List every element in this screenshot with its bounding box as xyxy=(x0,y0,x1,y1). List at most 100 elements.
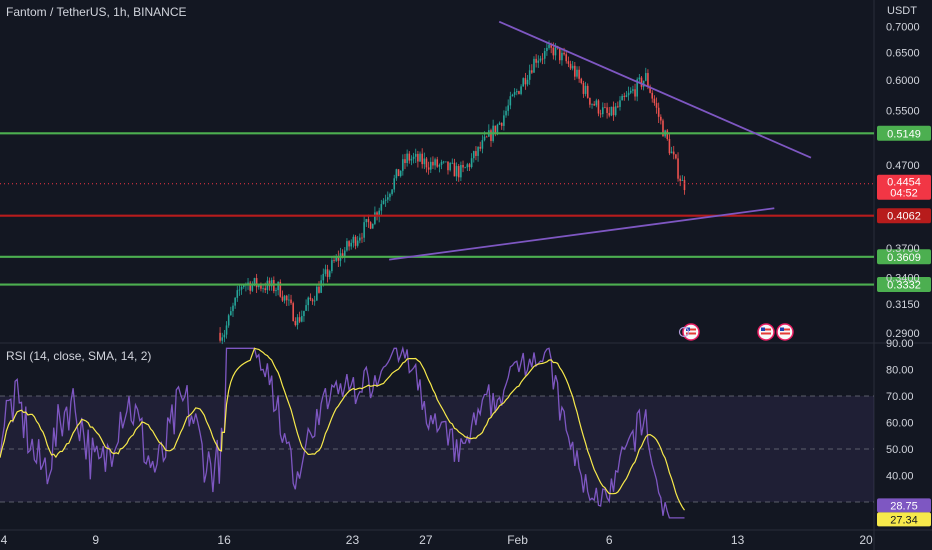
candle-body xyxy=(599,113,602,115)
candle-body xyxy=(543,51,546,59)
rsi-sma-value: 27.34 xyxy=(890,514,918,526)
event-flag-circle xyxy=(757,323,775,341)
candle-body xyxy=(393,178,396,190)
candle-body xyxy=(522,78,525,87)
level-label-1: 0.4062 xyxy=(887,211,921,223)
candle-body xyxy=(395,169,398,179)
candle-body xyxy=(236,290,239,298)
candle-body xyxy=(552,47,555,56)
candle-body xyxy=(288,299,290,301)
candle-body xyxy=(647,73,649,87)
candle-body xyxy=(498,122,501,125)
candle-body xyxy=(632,89,634,91)
candle-body xyxy=(470,158,473,168)
candle-body xyxy=(359,237,361,241)
candle-body xyxy=(597,100,600,114)
price-tick-label: 0.3400 xyxy=(886,273,920,285)
candle-body xyxy=(563,52,565,55)
candle-body xyxy=(296,317,299,326)
candle-body xyxy=(582,83,585,94)
candle-body xyxy=(247,282,249,285)
event-flag-stripe xyxy=(686,332,696,335)
candle-body xyxy=(275,290,277,292)
candle-body xyxy=(227,315,230,326)
candle-body xyxy=(371,223,374,229)
candle-body xyxy=(294,321,297,326)
event-flag-canton xyxy=(780,327,784,331)
candle-body xyxy=(565,54,568,62)
candle-body xyxy=(651,92,654,99)
candle-body xyxy=(548,44,550,48)
level-label-bg-0 xyxy=(877,125,931,141)
candle-body xyxy=(361,237,363,239)
candle-body xyxy=(303,310,305,317)
event-flag-stripe xyxy=(780,328,790,331)
candle-body xyxy=(298,317,301,322)
candle-body xyxy=(427,167,430,170)
candle-body xyxy=(513,92,516,95)
candle-body xyxy=(324,269,327,274)
candle-body xyxy=(320,280,322,293)
candle-body xyxy=(307,297,310,306)
level-label-bg-3 xyxy=(877,277,931,293)
level-label-bg-1 xyxy=(877,208,931,224)
candle-body xyxy=(283,295,286,301)
rsi-tick-label: 50.00 xyxy=(886,444,914,456)
candle-body xyxy=(604,107,606,109)
candle-body xyxy=(309,297,312,300)
candle-body xyxy=(541,58,544,60)
candle-body xyxy=(423,158,426,165)
candle-body xyxy=(356,240,359,246)
candle-body xyxy=(292,303,294,322)
candle-body xyxy=(434,159,436,166)
candle-body xyxy=(300,316,303,322)
candle-body xyxy=(348,241,350,247)
candle-body xyxy=(219,332,221,341)
rsi-value: 28.75 xyxy=(890,500,918,512)
candle-body xyxy=(589,97,591,105)
candle-body xyxy=(524,78,527,85)
candle-body xyxy=(681,180,684,181)
event-flag-circle xyxy=(682,323,700,341)
candle-body xyxy=(574,65,576,77)
candle-body xyxy=(354,236,357,246)
event-flag-icon-2 xyxy=(776,323,794,341)
candle-body xyxy=(679,178,681,181)
event-flag-canton xyxy=(761,327,765,331)
candle-body xyxy=(601,107,604,115)
candle-body xyxy=(649,86,651,93)
candle-body xyxy=(412,156,415,159)
candle-body xyxy=(576,69,578,77)
candle-body xyxy=(380,204,383,211)
candle-body xyxy=(445,161,447,163)
candle-body xyxy=(477,146,479,156)
candle-body xyxy=(221,337,224,341)
candle-body xyxy=(240,286,243,290)
candle-body xyxy=(313,300,316,302)
price-tick-label: 0.5500 xyxy=(886,105,920,117)
candle-body xyxy=(331,260,333,272)
candle-body xyxy=(668,139,671,154)
candle-body xyxy=(511,94,514,97)
candle-body xyxy=(614,106,617,116)
price-tick-label: 0.6500 xyxy=(886,47,920,59)
candle-body xyxy=(466,164,469,168)
time-tick-label: 9 xyxy=(92,533,99,547)
candle-body xyxy=(586,85,589,98)
candle-body xyxy=(505,110,507,116)
candle-body xyxy=(503,115,505,126)
candle-body xyxy=(277,281,279,291)
candle-body xyxy=(653,98,656,104)
candle-body xyxy=(417,153,419,162)
candle-body xyxy=(223,334,226,338)
candle-body xyxy=(535,58,537,63)
candle-body xyxy=(386,197,389,200)
candle-body xyxy=(606,107,608,113)
candle-body xyxy=(662,120,664,137)
quote-currency: USDT xyxy=(887,5,917,17)
candle-body xyxy=(507,105,509,111)
candle-body xyxy=(472,151,475,159)
candle-body xyxy=(238,289,241,291)
time-tick-label: 27 xyxy=(419,533,433,547)
